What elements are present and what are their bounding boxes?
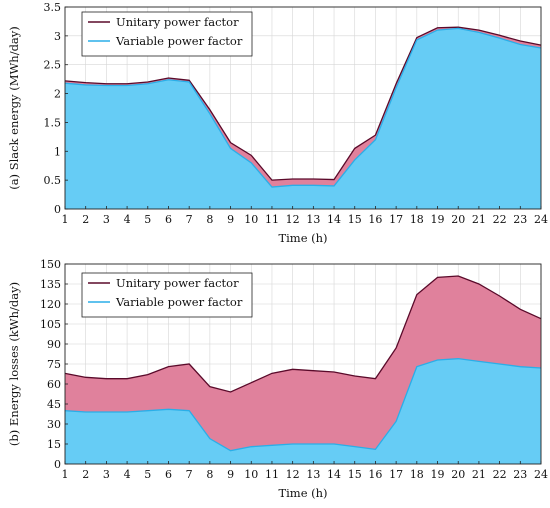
x-tick-label: 21 — [472, 213, 486, 226]
y-tick-label: 15 — [47, 438, 61, 451]
series-line-2 — [64, 27, 542, 188]
x-tick-label: 23 — [513, 468, 527, 481]
series-line-2 — [64, 358, 542, 452]
x-tick-label: 2 — [82, 213, 89, 226]
x-tick-label: 16 — [368, 468, 382, 481]
x-tick-label: 3 — [103, 468, 110, 481]
x-tick-label: 9 — [227, 213, 234, 226]
y-tick-label: 0.5 — [44, 174, 62, 187]
x-tick-label: 20 — [451, 213, 465, 226]
y-tick-label: 120 — [40, 298, 61, 311]
y-tick-label: 135 — [40, 278, 61, 291]
x-tick-label: 5 — [144, 213, 151, 226]
x-tick-label: 22 — [493, 468, 507, 481]
y-tick-label: 105 — [40, 318, 61, 331]
legend-box — [81, 272, 253, 318]
x-tick-label: 5 — [144, 468, 151, 481]
y-tick-label: 3.5 — [44, 1, 62, 14]
x-tick-label: 15 — [348, 468, 362, 481]
y-tick-label: 0 — [54, 458, 61, 471]
y-tick-label: 90 — [47, 338, 61, 351]
x-tick-label: 17 — [389, 213, 403, 226]
x-tick-label: 9 — [227, 468, 234, 481]
x-axis-label: Time (h) — [278, 486, 327, 500]
x-tick-label: 4 — [124, 468, 131, 481]
x-tick-label: 8 — [206, 468, 213, 481]
series-area-2 — [65, 28, 541, 210]
x-tick-label: 11 — [265, 213, 279, 226]
x-tick-label: 14 — [327, 468, 341, 481]
legend-label-2: Variable power factor — [115, 295, 243, 309]
x-tick-label: 11 — [265, 468, 279, 481]
y-tick-label: 150 — [40, 258, 61, 271]
y-tick-label: 3 — [54, 30, 61, 43]
y-tick-label: 75 — [47, 358, 61, 371]
x-tick-label: 18 — [410, 468, 424, 481]
legend-label-2: Variable power factor — [115, 34, 243, 48]
series-line-1 — [64, 275, 542, 393]
x-tick-label: 3 — [103, 213, 110, 226]
x-tick-label: 22 — [493, 213, 507, 226]
x-tick-label: 24 — [534, 468, 548, 481]
x-tick-label: 15 — [348, 213, 362, 226]
x-tick-label: 24 — [534, 213, 548, 226]
y-axis-label: (b) Energy losses (kWh/day) — [7, 282, 21, 446]
y-tick-label: 2 — [54, 88, 61, 101]
x-tick-label: 19 — [431, 468, 445, 481]
series-area-2 — [65, 358, 541, 464]
y-tick-label: 0 — [54, 203, 61, 216]
x-tick-label: 18 — [410, 213, 424, 226]
x-tick-label: 17 — [389, 468, 403, 481]
y-tick-label: 60 — [47, 378, 61, 391]
x-tick-label: 21 — [472, 468, 486, 481]
x-tick-label: 10 — [244, 468, 258, 481]
series-line-1 — [64, 26, 542, 181]
plot-frame — [64, 6, 542, 210]
y-tick-label: 45 — [47, 398, 61, 411]
x-tick-label: 12 — [286, 468, 300, 481]
legend-box — [81, 11, 253, 57]
y-tick-label: 2.5 — [44, 59, 62, 72]
x-tick-label: 6 — [165, 468, 172, 481]
y-tick-label: 30 — [47, 418, 61, 431]
chart-b: 1 2 3 4 5 6 7 8 9 10 11 12 13 14 15 16 17 18 19 20 21 22 23 240… — [7, 258, 548, 500]
chart-a: 1 2 3 4 5 6 7 8 9 10 11 12 13 14 15 16 17 18 19 20 21 22 23 240… — [7, 1, 548, 245]
y-tick-label: 1 — [54, 145, 61, 158]
x-tick-label: 20 — [451, 468, 465, 481]
x-tick-label: 8 — [206, 213, 213, 226]
x-tick-label: 16 — [368, 213, 382, 226]
x-tick-label: 7 — [186, 213, 193, 226]
x-tick-label: 13 — [306, 468, 320, 481]
x-axis-label: Time (h) — [278, 231, 327, 245]
x-tick-label: 4 — [124, 213, 131, 226]
legend-label-1: Unitary power factor — [116, 15, 239, 29]
x-tick-label: 6 — [165, 213, 172, 226]
x-tick-label: 2 — [82, 468, 89, 481]
x-tick-label: 14 — [327, 213, 341, 226]
x-tick-label: 10 — [244, 213, 258, 226]
x-tick-label: 7 — [186, 468, 193, 481]
y-tick-label: 1.5 — [44, 116, 62, 129]
x-tick-label: 19 — [431, 213, 445, 226]
x-tick-label: 1 — [62, 213, 69, 226]
x-tick-label: 23 — [513, 213, 527, 226]
y-axis-label: (a) Slack energy (MWh/day) — [7, 26, 21, 190]
x-tick-label: 1 — [62, 468, 69, 481]
x-tick-label: 13 — [306, 213, 320, 226]
x-tick-label: 12 — [286, 213, 300, 226]
legend-label-1: Unitary power factor — [116, 276, 239, 290]
